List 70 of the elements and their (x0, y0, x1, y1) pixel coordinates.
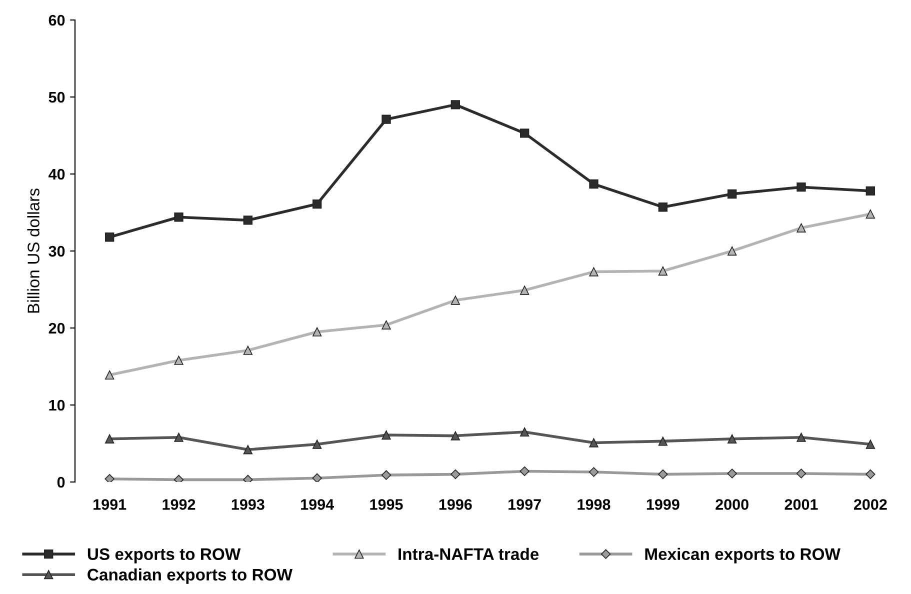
point (589, 267, 598, 276)
x-tick-label: 1992 (162, 499, 196, 510)
y-tick-label: 30 (48, 246, 65, 257)
x-tick-label: 1999 (646, 499, 680, 510)
x-tick-label: 2002 (854, 499, 887, 510)
point (381, 470, 392, 480)
point (450, 469, 460, 480)
y-tick-label: 50 (48, 92, 65, 103)
legend-label: Intra-NAFTA trade (398, 548, 539, 560)
y-tick-label: 0 (57, 476, 65, 488)
point (658, 436, 668, 446)
point (312, 199, 322, 209)
legend-label: US exports to ROW (88, 548, 241, 564)
point (450, 296, 460, 305)
y-tick-label: 40 (48, 168, 65, 180)
point (866, 186, 876, 196)
point (658, 469, 668, 480)
point (727, 189, 737, 199)
point (658, 266, 668, 276)
x-tick-label: 1993 (232, 499, 264, 510)
point (174, 432, 184, 442)
point (382, 320, 391, 330)
point (312, 473, 322, 482)
y-tick-label: 60 (48, 14, 65, 26)
point (312, 327, 322, 336)
point (796, 432, 806, 442)
x-tick-label: 2001 (784, 499, 818, 510)
point (382, 114, 391, 124)
point (312, 440, 322, 449)
point (520, 286, 530, 295)
point (243, 216, 253, 225)
point (104, 232, 114, 242)
point (104, 370, 114, 380)
point (520, 128, 530, 138)
point (796, 468, 806, 478)
x-tick-label: 1991 (94, 499, 126, 510)
point (727, 246, 737, 256)
point (866, 440, 876, 449)
point (104, 474, 114, 482)
point (520, 427, 530, 437)
point (243, 346, 253, 355)
x-tick-label: 1996 (439, 499, 472, 510)
x-tick-label: 2000 (716, 499, 748, 510)
legend-label: Mexican exports to ROW (645, 548, 840, 564)
x-tick-label: 1995 (370, 499, 403, 510)
y-tick-label: 20 (48, 322, 65, 334)
point (866, 209, 876, 219)
x-tick-label: 1997 (508, 499, 541, 510)
y-axis-title: Billion US dollars (27, 188, 40, 313)
point (174, 212, 184, 222)
point (866, 469, 876, 480)
point (589, 438, 598, 448)
legend-label: Canadian exports to ROW (88, 568, 292, 584)
point (450, 100, 460, 110)
point (450, 431, 460, 440)
x-tick-label: 1998 (578, 499, 610, 510)
point (796, 223, 806, 232)
point (104, 434, 114, 444)
point (588, 467, 599, 477)
point (243, 445, 253, 454)
point (589, 179, 598, 189)
point (796, 182, 806, 192)
point (174, 356, 184, 365)
y-tick-label: 10 (49, 400, 65, 411)
point (727, 468, 737, 478)
point (382, 430, 391, 440)
point (520, 466, 530, 476)
x-tick-label: 1994 (301, 499, 334, 510)
point (727, 434, 737, 444)
point (658, 202, 668, 212)
